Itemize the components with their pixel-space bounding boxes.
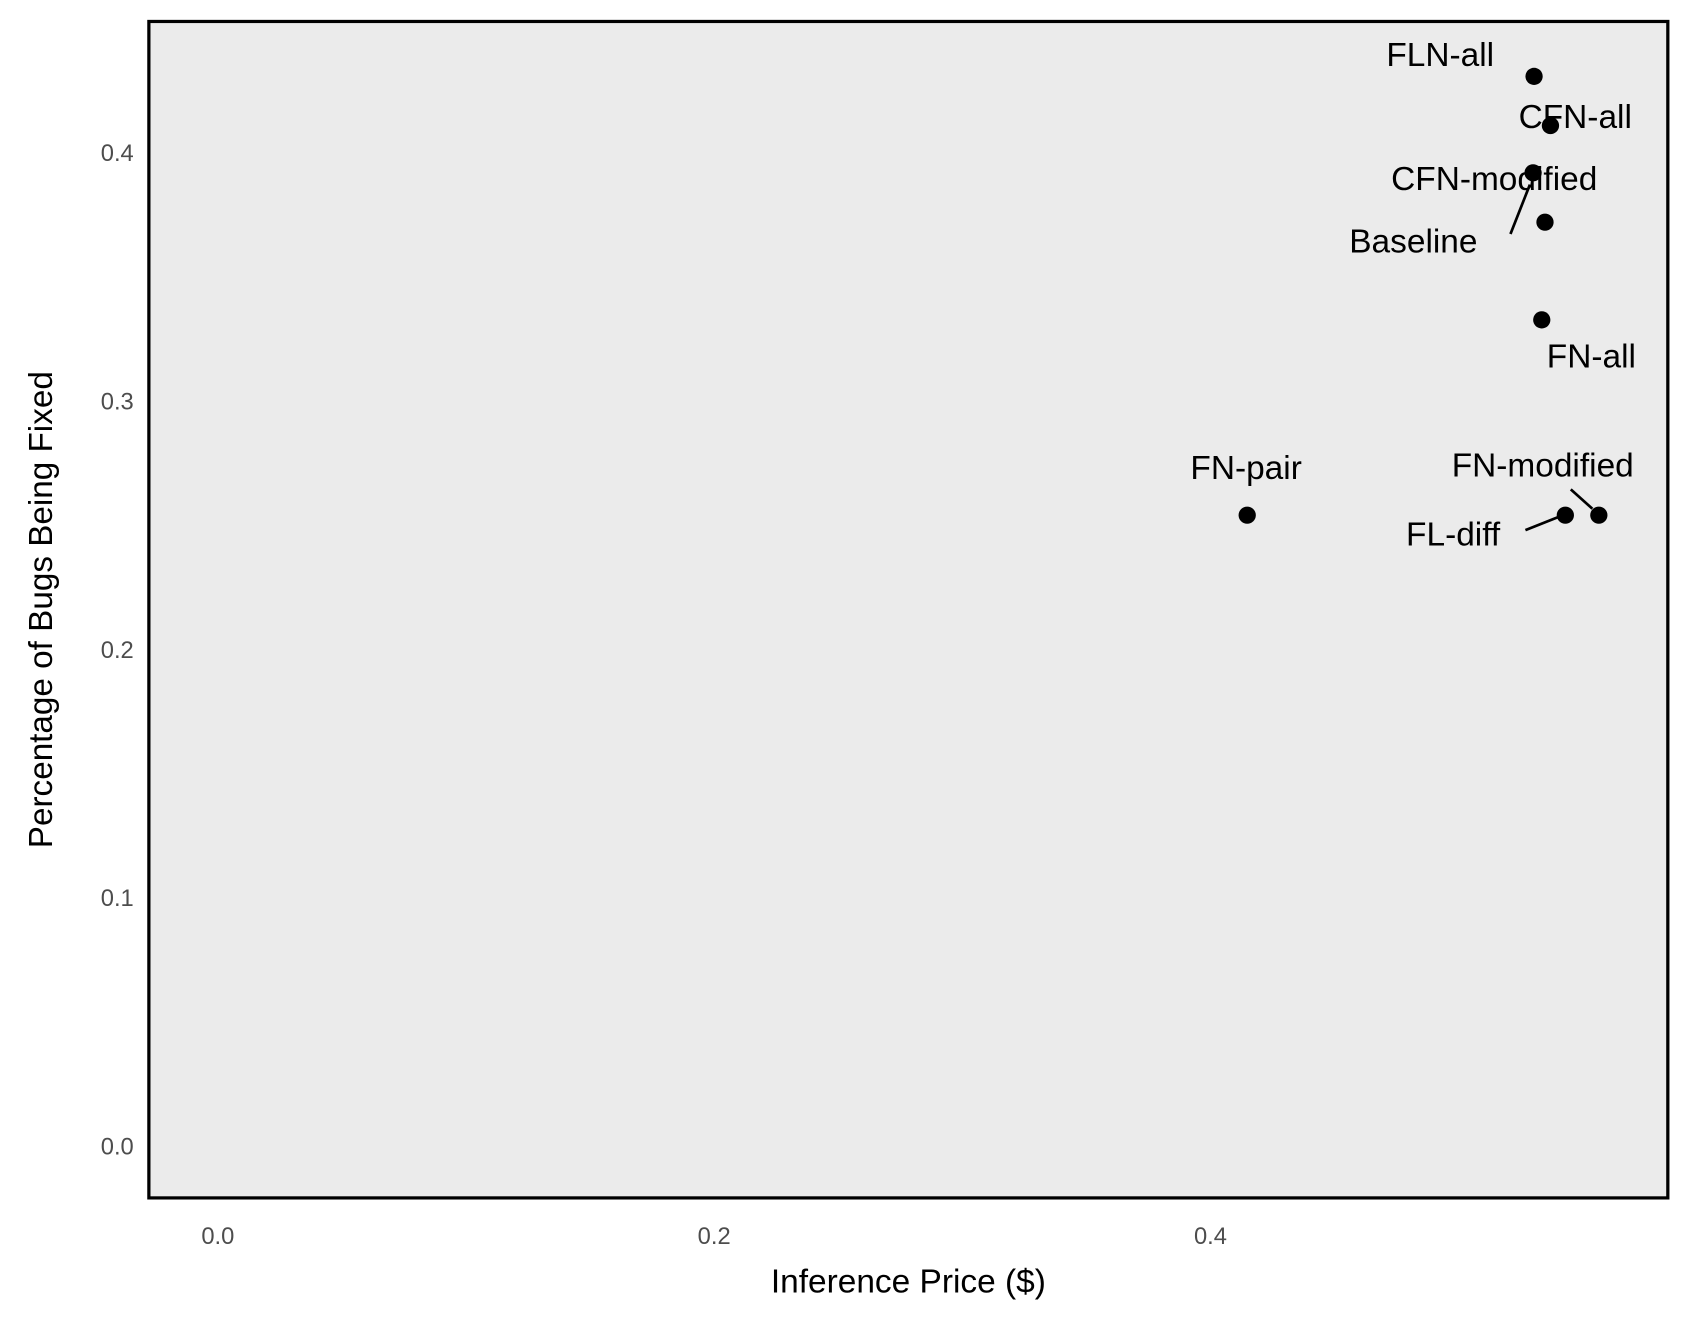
label-leader	[1509, 184, 1532, 235]
y-tick-label: 0.2	[101, 638, 134, 664]
y-tick-label: 0.3	[101, 389, 134, 415]
point-label: Baseline	[1349, 224, 1477, 261]
marks: FLN-all CFN-all CFN-modified Baseline FN-all…	[1190, 37, 1636, 553]
panel-border	[147, 19, 1670, 1200]
x-tick-label: 0.0	[201, 1224, 234, 1250]
y-axis-title: Percentage of Bugs Being Fixed	[23, 371, 60, 848]
y-tick-label: 0.4	[101, 141, 134, 167]
plot: FLN-all CFN-all CFN-modified Baseline FN-all…	[23, 19, 1670, 1301]
point	[1238, 506, 1256, 524]
point-label: FN-pair	[1190, 450, 1301, 487]
point-label: FL-diff	[1406, 516, 1501, 553]
x-tick-label: 0.2	[698, 1224, 731, 1250]
point	[1590, 506, 1608, 524]
x-tick-label: 0.4	[1194, 1224, 1227, 1250]
point	[1541, 116, 1560, 135]
point-label: FN-all	[1547, 338, 1636, 375]
label-leader	[1524, 516, 1559, 532]
point-label: FLN-all	[1386, 37, 1494, 74]
point	[1533, 311, 1551, 329]
point-label: CFN-all	[1519, 99, 1632, 136]
point	[1524, 164, 1542, 182]
point-label: CFN-modified	[1391, 161, 1597, 198]
point	[1536, 213, 1554, 231]
point	[1525, 67, 1543, 85]
y-tick-label: 0.1	[101, 886, 134, 912]
point-label: FN-modified	[1452, 448, 1634, 485]
x-axis-title: Inference Price ($)	[771, 1264, 1046, 1301]
panel	[148, 21, 1668, 1198]
y-tick-label: 0.0	[101, 1135, 134, 1161]
label-leader	[1569, 488, 1594, 510]
point	[1556, 506, 1574, 524]
